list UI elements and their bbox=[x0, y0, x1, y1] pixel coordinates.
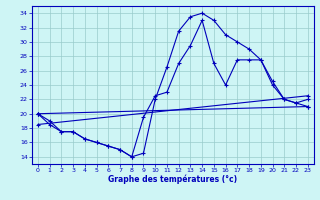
X-axis label: Graphe des températures (°c): Graphe des températures (°c) bbox=[108, 175, 237, 184]
